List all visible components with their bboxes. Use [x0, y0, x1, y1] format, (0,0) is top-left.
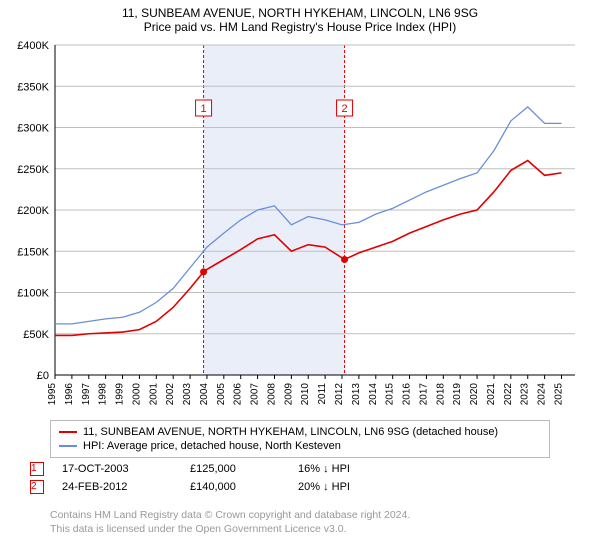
svg-text:£350K: £350K — [17, 81, 49, 93]
svg-text:1996: 1996 — [64, 383, 75, 406]
svg-text:2012: 2012 — [334, 383, 345, 406]
title-line1: 11, SUNBEAM AVENUE, NORTH HYKEHAM, LINCO… — [0, 6, 600, 20]
svg-text:2013: 2013 — [351, 383, 362, 406]
svg-text:1997: 1997 — [81, 383, 92, 406]
svg-text:2017: 2017 — [418, 383, 429, 406]
svg-text:2019: 2019 — [452, 383, 463, 406]
svg-text:2005: 2005 — [216, 383, 227, 406]
svg-text:2006: 2006 — [233, 383, 244, 406]
svg-text:1995: 1995 — [47, 383, 58, 406]
title-line2: Price paid vs. HM Land Registry's House … — [0, 20, 600, 34]
svg-text:2009: 2009 — [283, 383, 294, 406]
svg-text:2003: 2003 — [182, 383, 193, 406]
price-chart: £0 £50K £100K £150K £200K £250K £300K £350K £400… — [0, 40, 600, 410]
sales-list: 1 17-OCT-2003 £125,000 16% ↓ HPI 2 24-FE… — [30, 462, 570, 498]
svg-text:2025: 2025 — [553, 383, 564, 406]
svg-text:2000: 2000 — [131, 383, 142, 406]
svg-text:1: 1 — [201, 103, 207, 115]
svg-text:2024: 2024 — [537, 383, 548, 406]
svg-text:£100K: £100K — [17, 288, 49, 300]
svg-text:£250K: £250K — [17, 164, 49, 176]
svg-text:£400K: £400K — [17, 40, 49, 52]
credits-line2: This data is licensed under the Open Gov… — [50, 522, 410, 536]
svg-text:£300K: £300K — [17, 123, 49, 135]
svg-text:1998: 1998 — [98, 383, 109, 406]
svg-text:2002: 2002 — [165, 383, 176, 406]
sale-price: £125,000 — [190, 463, 280, 475]
svg-text:£0: £0 — [37, 370, 49, 382]
svg-text:2021: 2021 — [486, 383, 497, 406]
svg-text:2023: 2023 — [520, 383, 531, 406]
svg-text:2018: 2018 — [435, 383, 446, 406]
sale-row: 2 24-FEB-2012 £140,000 20% ↓ HPI — [30, 480, 570, 494]
credits: Contains HM Land Registry data © Crown c… — [50, 508, 410, 536]
svg-text:2007: 2007 — [250, 383, 261, 406]
legend-label: HPI: Average price, detached house, Nort… — [83, 440, 341, 452]
chart-title: 11, SUNBEAM AVENUE, NORTH HYKEHAM, LINCO… — [0, 0, 600, 34]
legend-item: 11, SUNBEAM AVENUE, NORTH HYKEHAM, LINCO… — [59, 425, 541, 439]
sale-price: £140,000 — [190, 481, 280, 493]
svg-text:2011: 2011 — [317, 383, 328, 405]
legend-label: 11, SUNBEAM AVENUE, NORTH HYKEHAM, LINCO… — [83, 426, 498, 438]
sale-date: 17-OCT-2003 — [62, 463, 172, 475]
sale-marker-box: 2 — [30, 480, 44, 494]
svg-text:£50K: £50K — [23, 329, 49, 341]
sale-pct: 20% ↓ HPI — [298, 481, 388, 493]
svg-text:2022: 2022 — [503, 383, 514, 406]
legend: 11, SUNBEAM AVENUE, NORTH HYKEHAM, LINCO… — [50, 420, 550, 458]
svg-text:2008: 2008 — [266, 383, 277, 406]
sale-pct: 16% ↓ HPI — [298, 463, 388, 475]
svg-text:2010: 2010 — [300, 383, 311, 406]
svg-text:£150K: £150K — [17, 246, 49, 258]
legend-swatch — [59, 431, 77, 433]
svg-text:2016: 2016 — [402, 383, 413, 406]
credits-line1: Contains HM Land Registry data © Crown c… — [50, 508, 410, 522]
svg-text:2004: 2004 — [199, 383, 210, 406]
sale-marker-box: 1 — [30, 462, 44, 476]
svg-text:2014: 2014 — [368, 383, 379, 406]
sale-row: 1 17-OCT-2003 £125,000 16% ↓ HPI — [30, 462, 570, 476]
svg-text:1999: 1999 — [115, 383, 126, 406]
legend-swatch — [59, 445, 77, 447]
svg-text:2020: 2020 — [469, 383, 480, 406]
svg-text:£200K: £200K — [17, 205, 49, 217]
svg-text:2: 2 — [341, 103, 347, 115]
svg-text:2015: 2015 — [385, 383, 396, 406]
legend-item: HPI: Average price, detached house, Nort… — [59, 439, 541, 453]
svg-text:2001: 2001 — [148, 383, 159, 406]
sale-date: 24-FEB-2012 — [62, 481, 172, 493]
